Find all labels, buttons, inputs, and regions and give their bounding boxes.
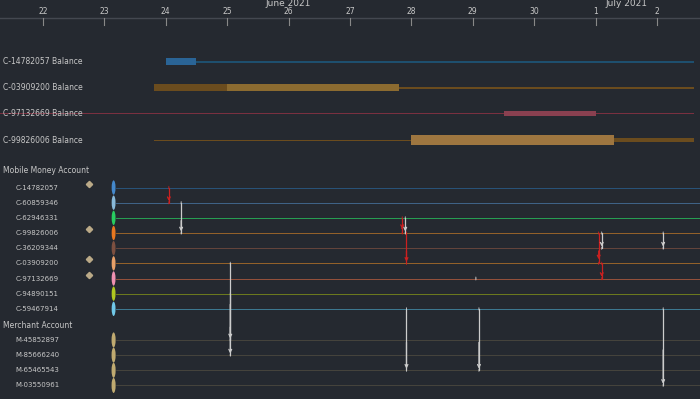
Ellipse shape xyxy=(663,384,664,387)
Text: 23: 23 xyxy=(99,7,109,16)
Text: 26: 26 xyxy=(284,7,293,16)
Text: M-03550961: M-03550961 xyxy=(15,382,60,389)
Ellipse shape xyxy=(111,348,116,363)
Text: M-85666240: M-85666240 xyxy=(15,352,60,358)
Ellipse shape xyxy=(230,262,231,265)
Text: Merchant Account: Merchant Account xyxy=(3,321,72,330)
Ellipse shape xyxy=(479,369,480,372)
Text: C-03909200: C-03909200 xyxy=(15,260,59,267)
Ellipse shape xyxy=(601,247,602,250)
Text: C-97132669 Balance: C-97132669 Balance xyxy=(3,109,83,118)
Text: 28: 28 xyxy=(407,7,416,16)
Ellipse shape xyxy=(601,277,602,280)
Bar xyxy=(228,84,399,91)
Text: C-60859346: C-60859346 xyxy=(15,200,58,206)
Text: C-03909200 Balance: C-03909200 Balance xyxy=(3,83,83,92)
Text: C-14782057: C-14782057 xyxy=(15,184,58,191)
Text: C-99826006 Balance: C-99826006 Balance xyxy=(3,136,83,145)
Text: C-94890151: C-94890151 xyxy=(15,290,58,297)
Text: 25: 25 xyxy=(223,7,232,16)
Ellipse shape xyxy=(601,231,602,235)
Ellipse shape xyxy=(479,307,480,310)
Ellipse shape xyxy=(663,247,664,250)
Text: C-59467914: C-59467914 xyxy=(15,306,58,312)
Ellipse shape xyxy=(230,354,231,357)
Text: 30: 30 xyxy=(529,7,539,16)
Text: C-99826006: C-99826006 xyxy=(15,230,59,236)
Ellipse shape xyxy=(112,256,116,271)
Ellipse shape xyxy=(112,241,116,255)
Bar xyxy=(153,140,412,141)
Bar xyxy=(197,61,694,63)
Ellipse shape xyxy=(663,307,664,310)
Ellipse shape xyxy=(111,332,116,348)
Text: 22: 22 xyxy=(38,7,48,16)
Bar xyxy=(614,138,694,142)
Ellipse shape xyxy=(475,277,477,280)
Bar xyxy=(596,113,694,114)
Text: C-97132669: C-97132669 xyxy=(15,275,59,282)
Ellipse shape xyxy=(112,286,116,301)
Ellipse shape xyxy=(230,292,231,295)
Ellipse shape xyxy=(663,231,664,235)
Ellipse shape xyxy=(112,196,116,210)
Text: M-65465543: M-65465543 xyxy=(15,367,60,373)
Text: June 2021: June 2021 xyxy=(266,0,312,8)
Ellipse shape xyxy=(406,369,407,372)
Ellipse shape xyxy=(406,231,407,235)
Bar xyxy=(166,58,197,65)
Ellipse shape xyxy=(111,378,116,393)
Ellipse shape xyxy=(405,231,406,235)
Ellipse shape xyxy=(406,307,407,310)
Ellipse shape xyxy=(111,363,116,378)
Text: C-62946331: C-62946331 xyxy=(15,215,58,221)
Text: 29: 29 xyxy=(468,7,477,16)
Bar xyxy=(153,84,228,91)
Ellipse shape xyxy=(405,216,406,219)
Text: 1: 1 xyxy=(593,7,598,16)
Bar xyxy=(503,111,596,116)
Text: M-45852897: M-45852897 xyxy=(15,337,60,343)
Ellipse shape xyxy=(112,211,116,225)
Bar xyxy=(412,87,694,89)
Text: 24: 24 xyxy=(161,7,171,16)
Text: C-14782057 Balance: C-14782057 Balance xyxy=(3,57,83,66)
Ellipse shape xyxy=(112,180,116,195)
Bar xyxy=(412,135,614,145)
Ellipse shape xyxy=(406,262,407,265)
Ellipse shape xyxy=(112,302,116,316)
Text: Mobile Money Account: Mobile Money Account xyxy=(3,166,89,175)
Ellipse shape xyxy=(112,271,116,286)
Ellipse shape xyxy=(230,338,231,342)
Text: 2: 2 xyxy=(654,7,659,16)
Ellipse shape xyxy=(601,262,602,265)
Text: July 2021: July 2021 xyxy=(606,0,648,8)
Text: C-36209344: C-36209344 xyxy=(15,245,58,251)
Ellipse shape xyxy=(598,262,599,265)
Bar xyxy=(0,113,503,114)
Ellipse shape xyxy=(112,226,116,240)
Ellipse shape xyxy=(598,231,599,235)
Bar xyxy=(399,87,412,89)
Text: 27: 27 xyxy=(345,7,355,16)
